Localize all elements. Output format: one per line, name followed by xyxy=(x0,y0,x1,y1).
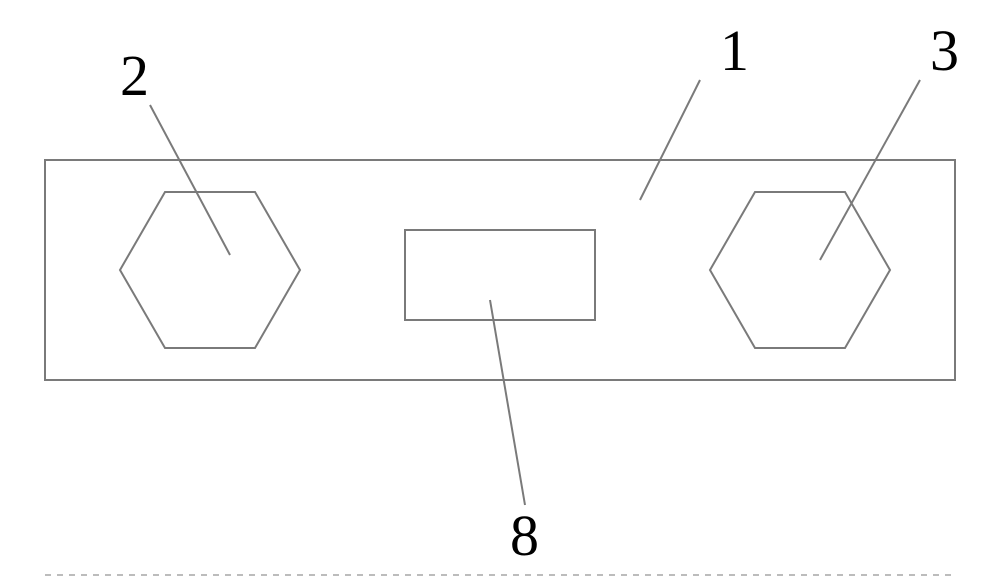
label-8: 8 xyxy=(510,503,539,568)
leader-line-1 xyxy=(640,80,700,200)
center-rectangle xyxy=(405,230,595,320)
label-1: 1 xyxy=(720,18,749,83)
leader-line-8 xyxy=(490,300,525,505)
leader-line-3 xyxy=(820,80,920,260)
label-2: 2 xyxy=(120,43,149,108)
label-3: 3 xyxy=(930,18,959,83)
hexagon-right xyxy=(710,192,890,348)
leader-line-2 xyxy=(150,105,230,255)
